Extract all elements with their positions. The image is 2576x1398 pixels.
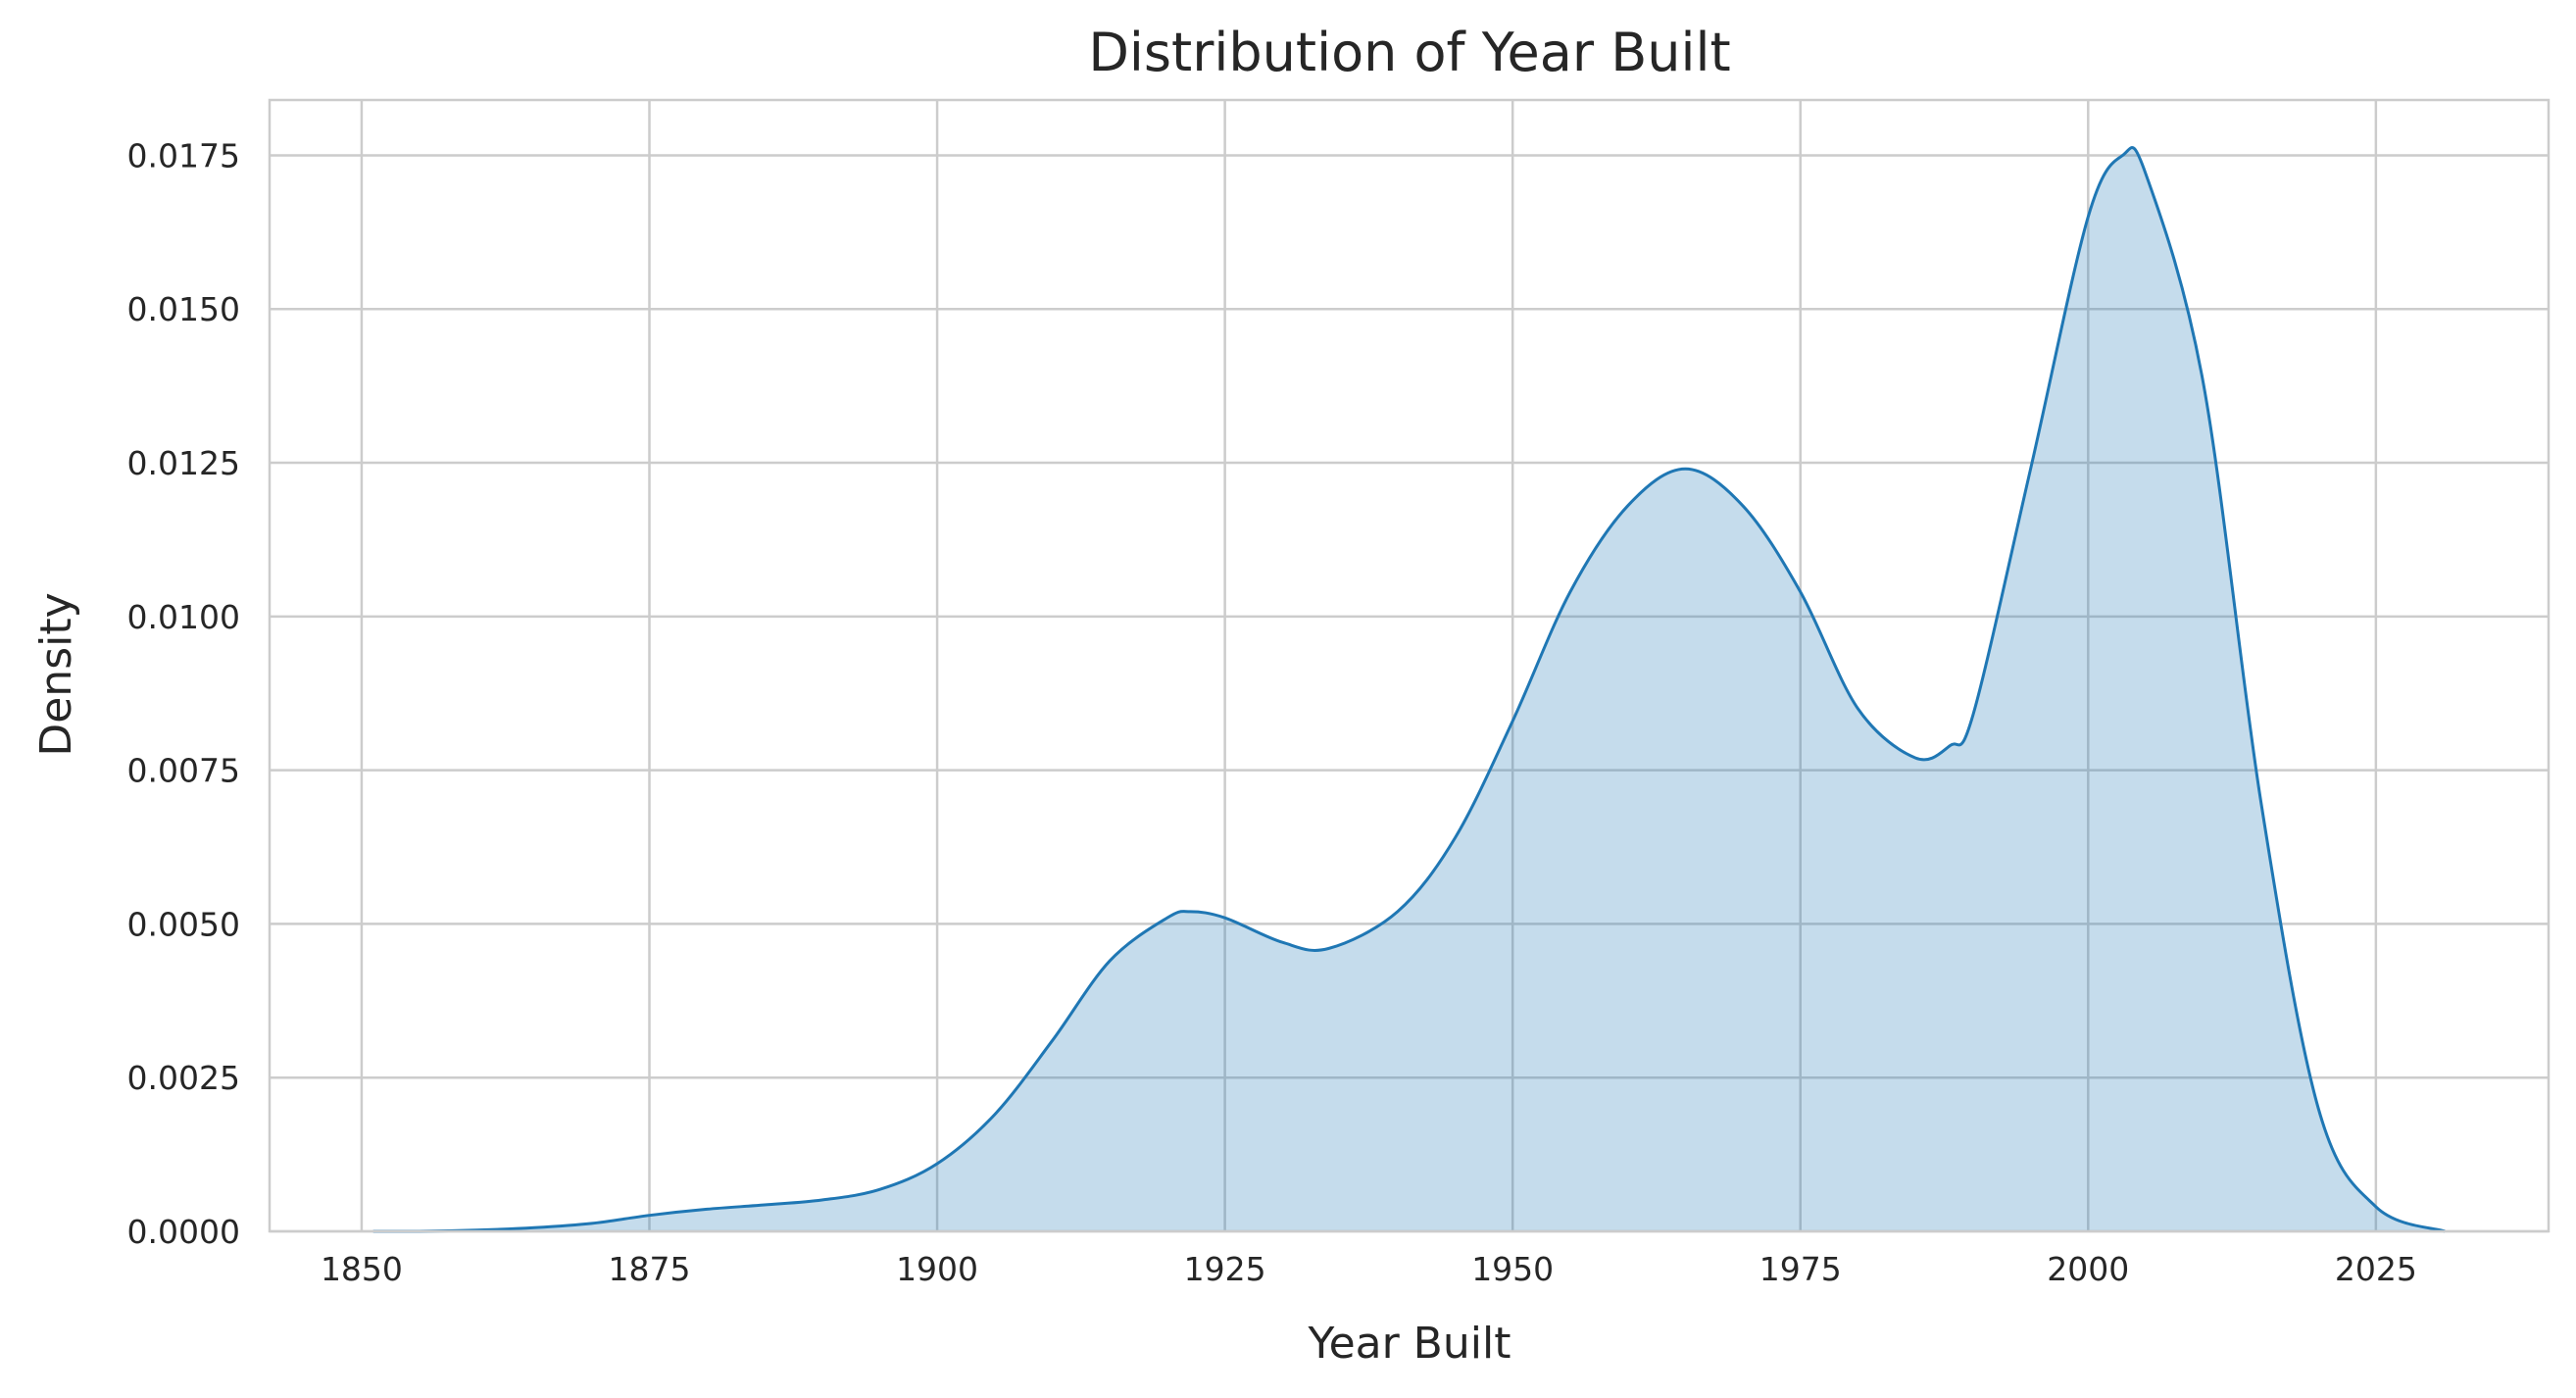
x-tick-label: 1950: [1471, 1250, 1554, 1288]
y-tick-label: 0.0050: [127, 905, 240, 943]
density-curve-line: [372, 146, 2446, 1233]
y-axis-label: Density: [31, 592, 81, 756]
y-tick-label: 0.0100: [127, 598, 240, 636]
y-tick-label: 0.0175: [127, 136, 240, 175]
y-tick-label: 0.0150: [127, 290, 240, 328]
grid-lines: [270, 100, 2549, 1233]
x-tick-label: 1975: [1759, 1250, 1842, 1288]
y-tick-label: 0.0075: [127, 752, 240, 790]
x-tick-label: 1875: [609, 1250, 691, 1288]
x-tick-label: 2025: [2335, 1250, 2417, 1288]
x-tick-label: 1850: [321, 1250, 403, 1288]
plot-frame: [268, 98, 2551, 1233]
x-axis-ticks: 1850 1875 1900 1925 1950 1975 2000 2025: [321, 1250, 2417, 1288]
x-tick-label: 1900: [896, 1250, 978, 1288]
chart-title: Distribution of Year Built: [1088, 22, 1730, 83]
y-tick-label: 0.0125: [127, 444, 240, 482]
density-area-fill: [372, 147, 2446, 1231]
x-axis-label: Year Built: [1308, 1319, 1511, 1369]
x-tick-label: 1925: [1184, 1250, 1266, 1288]
y-axis-ticks: 0.0000 0.0025 0.0050 0.0075 0.0100 0.0125 0.01…: [127, 136, 240, 1251]
y-tick-label: 0.0000: [127, 1213, 240, 1251]
y-tick-label: 0.0025: [127, 1059, 240, 1097]
x-tick-label: 2000: [2047, 1250, 2129, 1288]
